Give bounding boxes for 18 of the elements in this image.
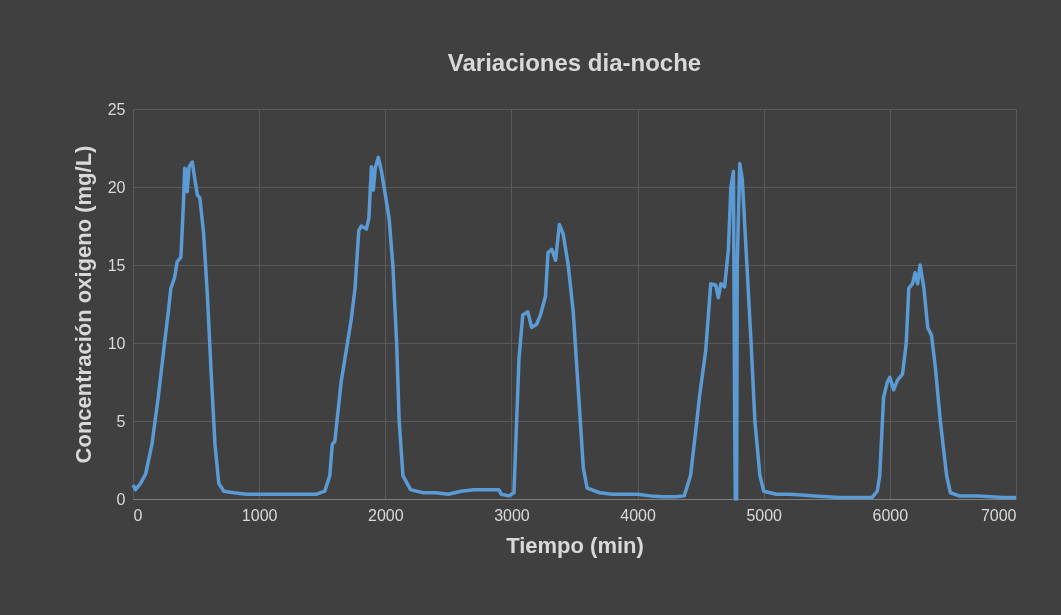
y-tick-label: 15	[107, 256, 126, 274]
y-tick-label: 5	[116, 412, 126, 430]
y-tick-label: 20	[107, 178, 126, 196]
x-tick-label: 3000	[494, 506, 530, 524]
x-tick-label: 5000	[746, 506, 783, 524]
x-axis-title: Tiempo (min)	[506, 532, 644, 558]
chart-title: Variaciones dia-noche	[447, 49, 702, 76]
x-tick-label: 2000	[367, 506, 404, 524]
x-tick-label: 1000	[241, 506, 278, 524]
x-tick-label: 4000	[620, 506, 656, 524]
y-tick-label: 25	[107, 100, 126, 118]
y-axis-title: Concentración oxigeno (mg/L)	[70, 145, 96, 464]
x-tick-label: 6000	[872, 506, 909, 524]
line-series	[131, 155, 1018, 501]
x-tick-label: 0	[133, 506, 143, 524]
x-tick-label: 7000	[980, 506, 1017, 524]
y-tick-label: 10	[107, 334, 126, 352]
y-tick-label: 0	[116, 490, 126, 508]
